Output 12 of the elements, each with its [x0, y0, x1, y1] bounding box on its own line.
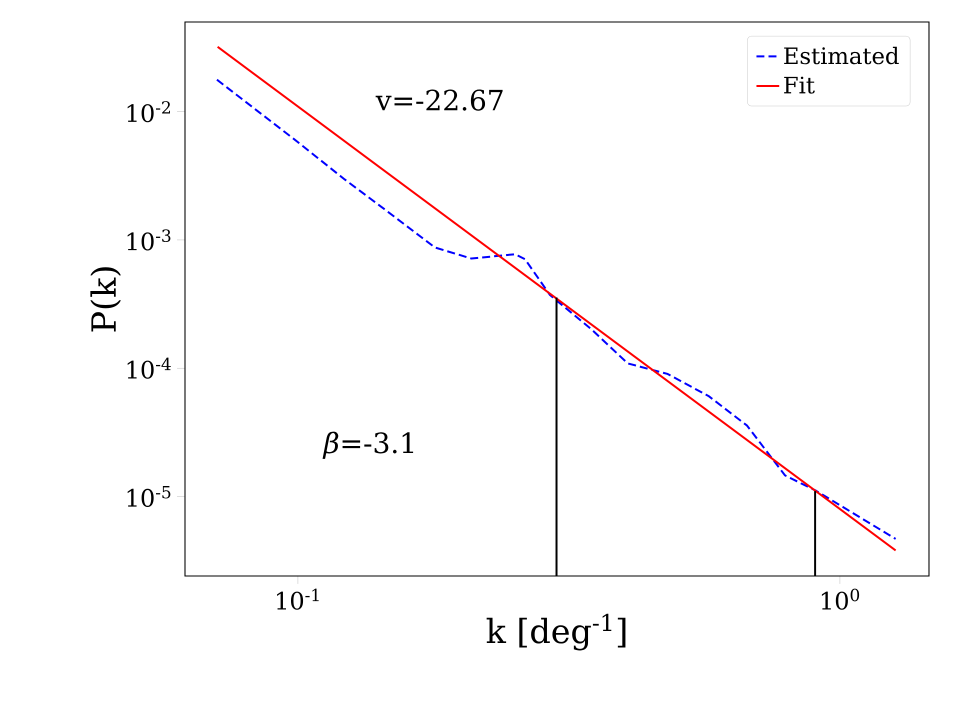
y-tick-label: 10$^{-2}$ [128, 101, 170, 122]
y-tick-label: 10$^{-4}$ [128, 358, 171, 379]
x-tick-label: 10$^{0}$ [822, 588, 860, 610]
annotation: v=-22.67 [376, 90, 503, 111]
y-axis-title: P(k) [90, 267, 121, 332]
x-tick-label: 10$^{-1}$ [277, 588, 319, 610]
legend-label: Estimated [784, 46, 899, 64]
annotation: β=-3.1 [322, 432, 414, 459]
x-axis-title: k [deg$^{-1}$] [486, 614, 626, 650]
y-tick-label: 10$^{-5}$ [128, 486, 170, 507]
y-tick-label: 10$^{-3}$ [128, 229, 170, 251]
legend-label: Fit [784, 76, 815, 94]
